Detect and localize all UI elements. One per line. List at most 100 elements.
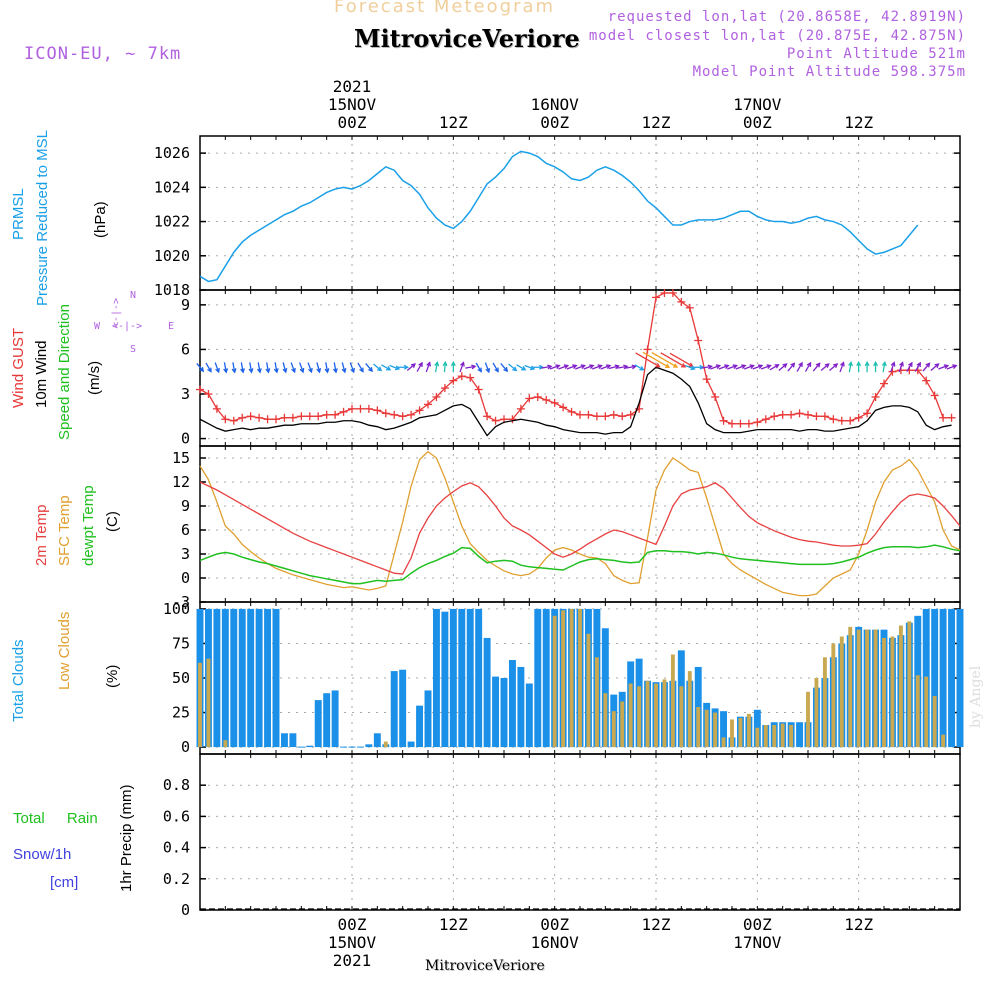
wind-direction-arrowhead (655, 362, 661, 368)
total-cloud-bar (492, 676, 500, 748)
wind-direction-arrowhead (308, 367, 313, 374)
wind-direction-arrowhead (394, 365, 401, 371)
low-cloud-bar (780, 723, 785, 748)
total-cloud-bar (508, 660, 516, 748)
wind-direction-arrowhead (864, 360, 870, 367)
low-cloud-bar (941, 734, 946, 748)
total-cloud-bar (373, 733, 381, 748)
wind-direction-arrowhead (597, 364, 603, 369)
total-cloud-bar (306, 745, 314, 748)
low-cloud-bar (198, 662, 202, 748)
low-cloud-bar (924, 676, 929, 748)
wind-direction-arrowhead (471, 364, 477, 370)
wind-direction-arrowhead (555, 364, 561, 369)
low-cloud-bar (721, 737, 726, 748)
low-cloud-bar (730, 719, 734, 748)
low-cloud-bar (873, 629, 878, 748)
low-cloud-bar (932, 695, 937, 748)
top-time-label: 15NOV (328, 95, 377, 114)
low-cloud-bar (670, 654, 675, 748)
low-cloud-bar (789, 724, 794, 748)
wind-direction-arrow (365, 363, 373, 372)
wind-direction-arrowhead (724, 364, 730, 369)
wind-direction-arrowhead (899, 361, 904, 367)
y-tick-label: 1022 (154, 213, 190, 231)
top-time-label: 12Z (642, 113, 671, 132)
wind-direction-arrowhead (215, 367, 220, 374)
wind-direction-arrowhead (873, 360, 879, 367)
total-cloud-bar (264, 608, 272, 748)
low-cloud-bar (738, 718, 743, 748)
wind-direction-arrowhead (485, 367, 491, 374)
low-cloud-bar (746, 713, 751, 748)
wind-direction-arrowhead (715, 364, 722, 369)
wind-direction-arrowhead (840, 361, 845, 367)
wind-direction-arrowhead (503, 367, 509, 373)
low-cloud-bar (882, 637, 886, 748)
wind-direction-arrow (898, 362, 904, 373)
total-cloud-bar (255, 608, 263, 748)
wind-direction-arrow (946, 364, 957, 370)
wind-direction-arrow (500, 363, 508, 372)
low-cloud-bar (594, 657, 599, 748)
y-tick-label: 0 (181, 738, 190, 756)
total-cloud-bar (483, 637, 491, 748)
wind-direction-arrow (549, 364, 560, 370)
wind-direction-arrow (406, 363, 416, 371)
wind-direction-arrow (316, 362, 321, 373)
wind-direction-arrow (701, 365, 712, 369)
wind-direction-arrowhead (359, 367, 364, 373)
y-tick-label: -3 (172, 593, 190, 611)
low-cloud-bar (839, 636, 844, 748)
wind-direction-arrowhead (460, 361, 465, 367)
top-time-label: 12Z (844, 113, 873, 132)
wind-direction-arrow (266, 362, 270, 373)
wind-direction-arrow (778, 363, 787, 371)
y-tick-label: 0 (181, 901, 190, 919)
wind-direction-arrow (625, 365, 636, 369)
low-cloud-bar (654, 683, 658, 748)
low-cloud-bar (898, 625, 903, 748)
wind-direction-arrow (425, 362, 431, 373)
total-cloud-bar (466, 608, 474, 748)
bottom-time-label: 12Z (439, 915, 468, 934)
total-cloud-bar (416, 705, 424, 748)
wind-direction-arrowhead (766, 364, 772, 369)
bottom-time-label: 16NOV (531, 933, 580, 952)
total-cloud-bar (449, 608, 457, 748)
bottom-time-label: 00Z (743, 915, 772, 934)
wind-direction-arrow (914, 362, 921, 372)
wind-direction-arrowhead (925, 362, 931, 368)
wind-direction-arrowhead (199, 367, 205, 373)
wind-direction-arrowhead (680, 363, 687, 368)
y-tick-label: 100 (163, 600, 190, 618)
model-altitude: Model Point Altitude 598.375m (692, 64, 966, 80)
y-tick-label: 0 (181, 569, 190, 587)
prmsl-series-line (199, 150, 919, 283)
wind-direction-arrowhead (410, 363, 416, 369)
total-cloud-bar (399, 669, 407, 748)
wind-direction-arrowhead (732, 364, 738, 369)
wind-direction-arrowhead (943, 364, 950, 369)
wind-direction-arrow (566, 364, 577, 370)
wind-direction-arrowhead (757, 364, 764, 369)
wind-direction-arrowhead (580, 364, 586, 369)
wind-direction-arrowhead (282, 368, 288, 374)
wind-direction-arrowhead (265, 368, 271, 374)
wind-direction-arrow (583, 364, 594, 370)
wind-direction-arrowhead (324, 368, 330, 374)
wind-direction-arrow (848, 362, 852, 373)
low-cloud-bar (637, 686, 642, 748)
low-cloud-bar (561, 610, 566, 748)
wind-direction-arrow (333, 362, 337, 373)
wind-direction-arrow (804, 362, 812, 372)
forecast-meteogram-title: Forecast Meteogram (334, 0, 556, 17)
wind-direction-arrowhead (231, 368, 237, 374)
total-cloud-bar (424, 690, 432, 748)
wind-direction-arrow (307, 362, 313, 373)
snow-label: Snow/1h (13, 846, 72, 863)
total-cloud-bar (939, 608, 947, 748)
top-time-label: 00Z (540, 113, 569, 132)
panel-frame-4 (199, 753, 961, 911)
low-cloud-bar (603, 693, 608, 748)
